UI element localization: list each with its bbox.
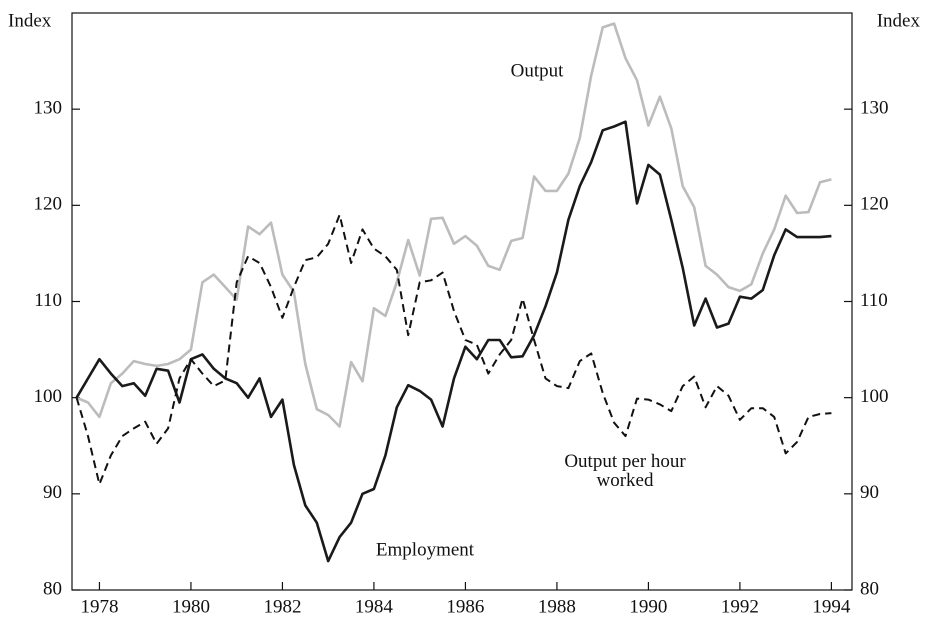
- plot-frame: [71, 12, 853, 591]
- x-tick-label: 1990: [629, 596, 667, 617]
- x-tick-label: 1994: [812, 596, 851, 617]
- y-axis-label: Index: [8, 10, 52, 31]
- series-line: [75, 120, 832, 563]
- y2-tick-label: 110: [860, 290, 888, 311]
- y2-tick-label: 100: [860, 386, 889, 407]
- x-tick-label: 1982: [263, 596, 301, 617]
- x-tick-label: 1992: [721, 596, 759, 617]
- y-tick-label: 100: [34, 386, 63, 407]
- y2-axis-label: Index: [877, 10, 921, 31]
- x-tick-label: 1988: [538, 596, 576, 617]
- series-label: Employment: [376, 539, 475, 560]
- y-tick-label: 120: [34, 194, 63, 215]
- y-tick-label: 80: [43, 578, 62, 599]
- y2-tick-label: 90: [860, 482, 879, 503]
- y-tick-label: 110: [34, 290, 62, 311]
- x-tick-label: 1986: [446, 596, 484, 617]
- x-tick-label: 1978: [80, 596, 118, 617]
- series-line: [76, 22, 832, 428]
- y2-tick-label: 130: [860, 98, 889, 119]
- x-tick-label: 1980: [172, 596, 210, 617]
- x-tick-label: 1984: [355, 596, 394, 617]
- series-line: [75, 213, 832, 486]
- series-label: Output: [511, 60, 565, 81]
- y-tick-label: 90: [43, 482, 62, 503]
- y2-tick-label: 120: [860, 194, 889, 215]
- y-tick-label: 130: [34, 98, 63, 119]
- series-label: Output per hour worked: [564, 451, 686, 491]
- y2-tick-label: 80: [860, 578, 879, 599]
